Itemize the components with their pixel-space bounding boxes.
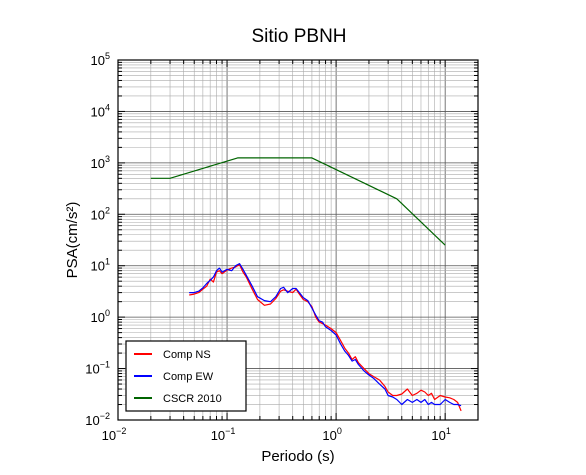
y-tick-label-base: 10	[91, 259, 105, 274]
y-tick-label: 100	[91, 308, 110, 325]
y-tick-label-base: 10	[85, 362, 99, 377]
x-tick-labels: 10−2 10−1 100 101	[102, 426, 451, 443]
legend-label: Comp NS	[163, 349, 211, 361]
series-line-comp-ew	[189, 263, 462, 407]
x-tick-label: 10−1	[211, 426, 236, 443]
legend-label: CSCR 2010	[163, 393, 222, 405]
x-tick-label: 101	[431, 426, 450, 443]
grid	[117, 59, 479, 421]
y-tick-label-base: 10	[85, 413, 99, 428]
x-tick-label-base: 10	[322, 428, 336, 443]
x-tick-label-exponent: −1	[225, 426, 235, 436]
y-tick-label-base: 10	[91, 207, 105, 222]
y-tick-label-exponent: −1	[100, 360, 110, 370]
series-line-comp-ns	[189, 264, 462, 412]
x-tick-label-base: 10	[431, 428, 445, 443]
y-tick-label-base: 10	[91, 53, 105, 68]
tick-layer	[117, 59, 479, 421]
y-tick-label-exponent: 4	[105, 102, 110, 112]
legend-label: Comp EW	[163, 371, 214, 383]
y-tick-label-exponent: 2	[105, 205, 110, 215]
x-tick-label: 10−2	[102, 426, 127, 443]
x-tick-label-exponent: −2	[116, 426, 126, 436]
x-tick-label-base: 10	[211, 428, 225, 443]
y-tick-label-exponent: 5	[105, 51, 110, 61]
y-tick-label-exponent: 3	[105, 154, 110, 164]
y-tick-label-base: 10	[91, 104, 105, 119]
x-axis-label: Periodo (s)	[261, 448, 334, 465]
y-axis-label: PSA(cm/s²)	[64, 202, 81, 279]
x-tick-label-base: 10	[102, 428, 116, 443]
chart-title: Sitio PBNH	[251, 26, 346, 47]
y-tick-label-exponent: 1	[105, 257, 110, 267]
plot-frame	[117, 59, 479, 421]
y-tick-label: 102	[91, 205, 110, 222]
y-tick-label-exponent: 0	[105, 308, 110, 318]
y-tick-label-exponent: −2	[100, 411, 110, 421]
y-tick-label: 105	[91, 51, 110, 68]
y-tick-label-base: 10	[91, 310, 105, 325]
y-tick-label: 10−2	[85, 411, 110, 428]
series-line-cscr-2010	[150, 157, 446, 246]
y-tick-label-base: 10	[91, 156, 105, 171]
y-tick-label: 103	[91, 154, 110, 171]
x-tick-label-exponent: 0	[337, 426, 342, 436]
legend: Comp NS Comp EW CSCR 2010	[125, 340, 247, 412]
y-tick-label: 104	[91, 102, 110, 119]
y-tick-label: 101	[91, 257, 110, 274]
x-tick-label: 100	[322, 426, 341, 443]
series-layer	[150, 157, 462, 412]
y-tick-label: 10−1	[85, 360, 110, 377]
x-tick-label-exponent: 1	[446, 426, 451, 436]
